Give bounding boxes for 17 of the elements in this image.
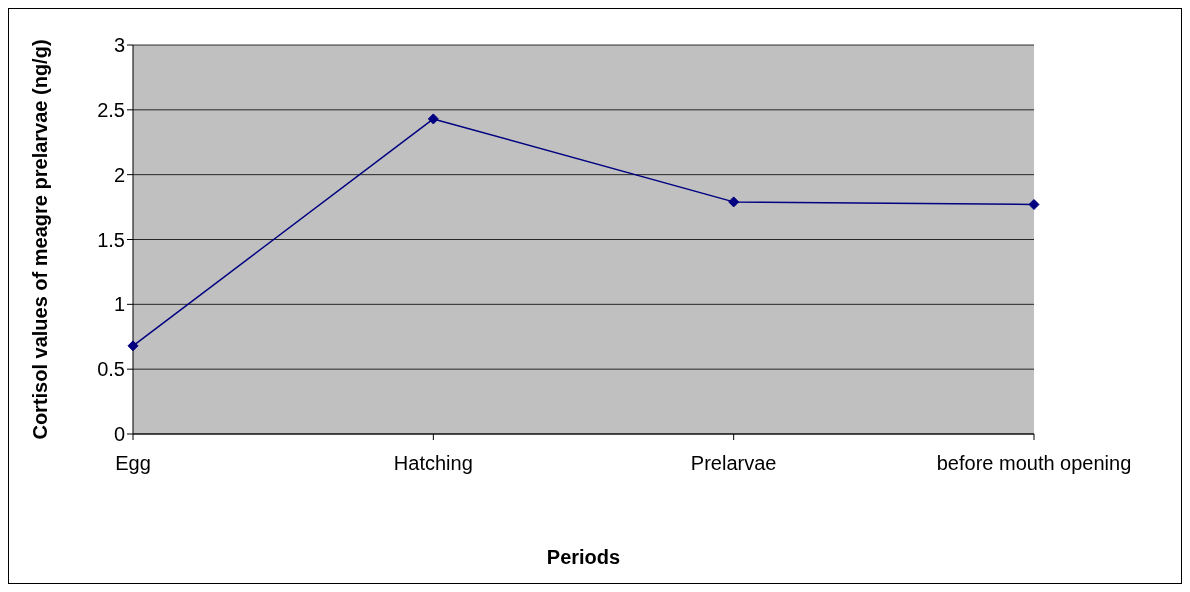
y-tick-label: 0.5: [97, 358, 125, 381]
y-tick-label: 1.5: [97, 228, 125, 251]
y-tick-label: 0: [113, 423, 125, 446]
y-tick-label: 3: [113, 34, 125, 57]
x-tick-label: Egg: [115, 452, 151, 475]
y-axis-title: Cortisol values of meagre prelarvae (ng/g): [29, 39, 51, 440]
x-tick-label: Hatching: [393, 452, 473, 475]
point: [427, 113, 439, 125]
y-tick-label: 2: [113, 163, 125, 186]
point: [1028, 198, 1040, 210]
y-tick-label: 1: [113, 293, 125, 316]
x-tick-label: before mouth opening: [936, 452, 1132, 475]
y-tick-label: 2.5: [97, 98, 125, 121]
point: [728, 196, 740, 208]
x-axis-title: Periods: [546, 546, 621, 568]
point: [127, 340, 139, 352]
x-tick-label: Prelarvae: [690, 452, 777, 475]
